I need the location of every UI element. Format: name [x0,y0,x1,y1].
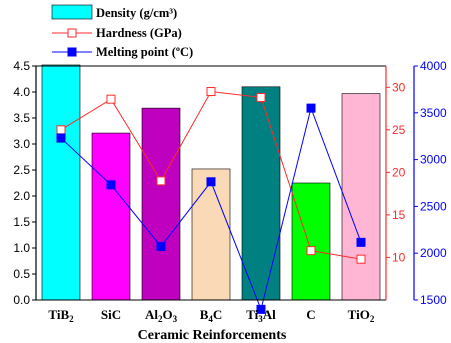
hardness-axis: 10 15 20 25 30 [385,66,406,300]
left-tick-label: 1.0 [13,241,30,255]
right2-tick-label: 3500 [420,106,447,120]
melting-point-point [356,237,366,247]
hardness-point [206,87,216,97]
right1-tick-label: 25 [392,123,406,137]
right2-tick-label: 1500 [420,293,447,307]
legend-melting-marker [67,47,77,57]
left-tick-label: 2.5 [13,163,30,177]
density-bar [241,86,281,301]
melting-point-axis: 1500 2000 2500 3000 3500 4000 [413,59,447,307]
hardness-point [256,92,266,102]
hardness-point [306,246,316,256]
category-label: C [306,307,315,322]
right1-tick-label: 15 [392,208,406,222]
category-label: B4C [200,307,223,324]
hardness-point [356,254,366,264]
density-bar [141,107,181,301]
left-tick-label: 3.0 [13,137,30,151]
left-tick-label: 4.0 [13,85,30,99]
melting-point-point [206,177,216,187]
melting-point-point [306,103,316,113]
plot-frame [36,65,386,301]
right1-tick-label: 30 [392,80,406,94]
melting-point-point [256,304,266,314]
right1-tick-label: 20 [392,165,406,179]
melting-point-point [156,241,166,251]
x-axis-label: Ceramic Reinforcements [138,328,287,343]
density-bar [191,168,231,301]
left-tick-label: 3.5 [13,111,30,125]
category-label: TiB2 [48,307,74,324]
category-label: TiO2 [348,307,375,324]
legend-hardness-marker [67,28,77,38]
category-labels: TiB2 SiC Al2O3 B4C Ti3Al C TiO2 [48,307,374,324]
hardness-point [156,176,166,186]
left-axis: 0.0 0.5 1.0 1.5 2.0 2.5 3.0 3.5 4.0 4.5 [13,59,37,307]
right2-tick-label: 2000 [420,246,447,260]
density-bar [291,182,331,301]
left-tick-label: 2.0 [13,189,30,203]
legend-density-swatch [51,4,93,20]
category-label: Ti3Al [246,307,276,324]
right2-tick-label: 3000 [420,153,447,167]
density-bar [41,64,81,301]
melting-point-point [56,133,66,143]
legend: Density (g/cm³) Hardness (GPa) Melting poi… [51,4,193,59]
right2-tick-label: 2500 [420,199,447,213]
series-lines [56,87,366,314]
hardness-point [106,94,116,104]
right1-tick-label: 10 [392,250,406,264]
category-label: SiC [101,307,121,322]
legend-density-label: Density (g/cm³) [96,6,177,20]
category-label: Al2O3 [145,307,178,324]
right2-tick-label: 4000 [420,59,447,73]
left-tick-label: 4.5 [13,59,30,73]
left-tick-label: 0.5 [13,267,30,281]
legend-hardness-label: Hardness (GPa) [96,26,182,40]
left-tick-label: 0.0 [13,293,30,307]
legend-melting-label: Melting point (ºC) [96,45,193,59]
hardness-point [56,125,66,135]
density-bar [91,132,131,301]
density-bars [41,64,381,301]
density-bar [341,93,381,301]
melting-point-point [106,180,116,190]
left-tick-label: 1.5 [13,215,30,229]
